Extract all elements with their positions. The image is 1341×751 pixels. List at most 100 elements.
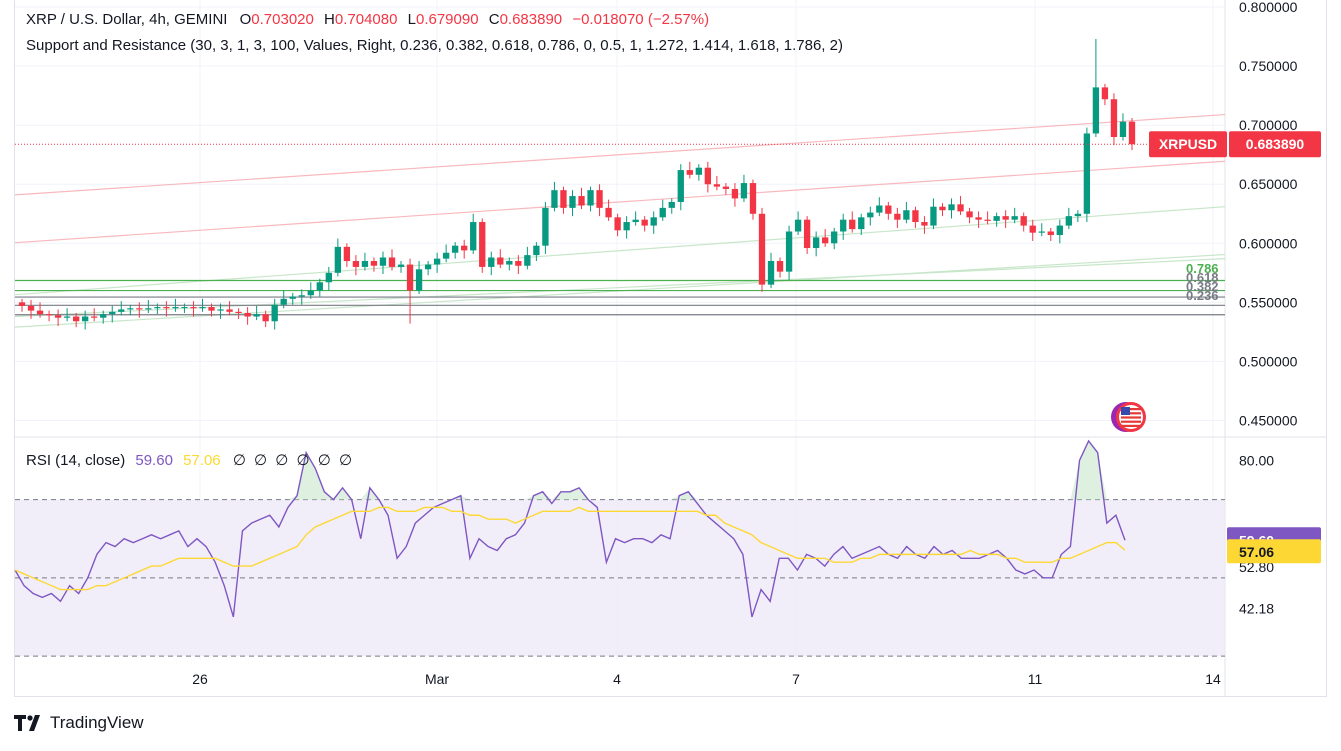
price-tick-label: 0.500000 [1239,353,1298,369]
candle-body [533,245,540,256]
candle-body [388,257,396,267]
price-tag-text: 0.683890 [1246,136,1305,152]
flag-stripe [1121,424,1141,427]
flag-canton [1121,407,1130,415]
candle-body [45,314,53,316]
candle-body [749,183,757,214]
candle-body [244,312,251,317]
candle-body [767,261,775,285]
fib-label: 0.382 [1186,279,1219,294]
candle-body [515,261,522,266]
candle-body [1110,99,1118,138]
candle-body [1056,225,1063,236]
low-value: 0.679090 [415,11,479,28]
price-tick-label: 0.550000 [1239,294,1298,310]
symbol-tag-text: XRPUSD [1159,136,1217,152]
candle-body [794,219,802,232]
candle-body [560,190,567,208]
candle-body [894,213,901,220]
candle-body [226,309,233,312]
candle-body [957,204,964,212]
candle-body [470,222,477,251]
open-value: 0.703020 [251,11,314,28]
candle-body [785,231,793,272]
candle-body [623,222,630,231]
candle-body [479,222,486,267]
candle-body [912,210,919,223]
candle-body [18,302,26,306]
indicator-legend: Support and Resistance (30, 3, 1, 3, 100… [26,37,843,54]
open-label: O [239,11,252,28]
fib-label: 0.786 [1186,261,1219,276]
candle-body [758,213,766,285]
candle-body [36,310,44,315]
candle-body [1002,216,1009,220]
flag-stripe [1121,412,1141,415]
candle-body [54,315,62,318]
candle-body [433,258,441,265]
candle-body [903,210,910,220]
candle-body [542,207,549,246]
candle-body [109,311,116,315]
candle-body [1038,231,1045,233]
candle-body [497,257,504,265]
price-tick-label: 0.600000 [1239,235,1298,251]
candle-body [127,308,134,310]
candle-body [154,307,161,309]
candle-body [352,261,360,267]
candle-body [100,314,107,318]
price-tick-label: 0.650000 [1239,176,1298,192]
candle-body [722,186,730,189]
candle-body [343,246,351,262]
candle-body [704,167,712,185]
time-axis[interactable]: 26 Mar 4 7 11 14 [192,671,1221,687]
candle-body [867,212,874,218]
us-flag-icon[interactable] [1111,402,1146,432]
candle-body [253,314,260,317]
candle-body [397,264,405,267]
rsi-band [15,499,1225,657]
channel-line [14,258,1226,318]
candle-body [1020,216,1027,226]
footer: TradingView [14,713,144,733]
candle-body [812,237,820,249]
candle-body [1092,87,1100,134]
price-axis[interactable]: 0.800000 0.750000 0.700000 0.650000 0.600000… [1239,0,1298,428]
rsi-lines [14,439,1126,618]
rsi-line [14,439,1126,618]
candle-body [190,307,197,309]
candle-body [334,246,342,273]
time-tick-label: 7 [792,671,800,687]
candle-body [461,245,468,251]
candle-body [822,237,829,244]
candle-body [831,231,838,244]
candle-body [650,217,657,226]
candle-body [271,304,278,322]
candle-body [208,307,215,311]
candle-body [442,252,450,259]
candle-body [1074,213,1082,217]
candle-body [587,190,594,206]
candle-body [948,204,955,211]
candle-body [1011,216,1018,220]
candle-body [370,261,378,266]
candle-body [551,190,558,208]
high-value: 0.704080 [334,11,398,28]
rsi-empty-values: ∅ ∅ ∅ ∅ ∅ ∅ [232,452,355,469]
fib-label: 0.618 [1186,270,1219,285]
price-tick-label: 0.800000 [1239,0,1298,15]
rsi-legend: RSI (14, close) 59.60 57.06 ∅ ∅ ∅ ∅ ∅ ∅ [26,451,354,469]
candle-body [614,217,621,231]
candle-body [803,219,811,249]
candle-body [488,257,495,267]
chart-header: XRP / U.S. Dollar, 4h, GEMINI O0.703020 … [26,11,709,28]
candle-body [361,261,369,267]
candle-body [939,206,946,211]
candle-body [1029,225,1036,233]
time-tick-label: Mar [425,671,449,687]
candle-body [280,298,287,305]
candle-body [118,309,125,312]
